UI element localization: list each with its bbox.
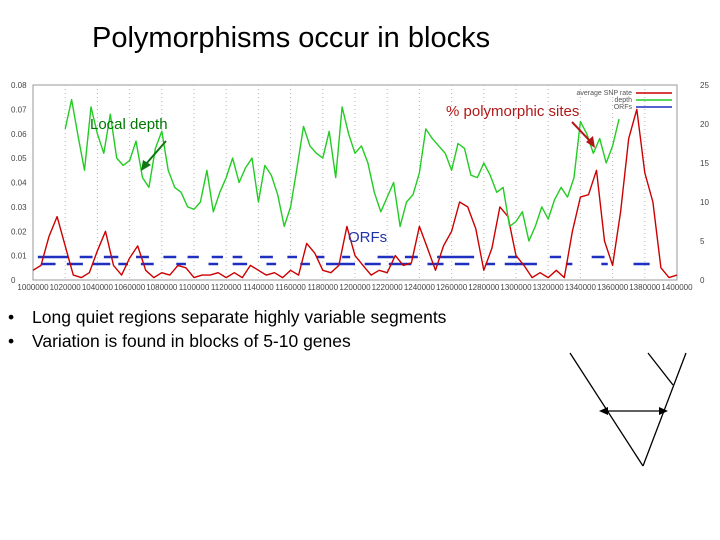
y2-tick-label: 10 [700, 198, 709, 207]
slide-title: Polymorphisms occur in blocks [92, 22, 491, 54]
x-tick-label: 1120000 [211, 283, 242, 292]
x-tick-label: 1000000 [17, 283, 49, 292]
y-tick-label: 0.05 [11, 154, 27, 163]
series-line [64, 98, 620, 242]
bullet-list: • Long quiet regions separate highly vari… [8, 306, 478, 354]
orf-blocks [37, 255, 650, 266]
x-tick-label: 1320000 [533, 283, 565, 292]
bullet-item: • Variation is found in blocks of 5-10 ge… [8, 331, 351, 351]
bullet-glyph: • [8, 331, 15, 351]
y-tick-label: 0.04 [11, 179, 27, 188]
orfs-label: ORFs [348, 229, 387, 246]
legend-label: depth [614, 97, 632, 104]
vertical-grid [64, 85, 646, 280]
y2-tick-label: 5 [700, 237, 705, 246]
x-tick-label: 1060000 [114, 283, 146, 292]
bullet-item: • Long quiet regions separate highly vari… [8, 307, 447, 327]
tree-arrowhead-left [599, 407, 608, 415]
y-tick-label: 0.06 [11, 130, 27, 139]
tree-branch-inner [647, 352, 674, 386]
x-tick-label: 1300000 [500, 283, 532, 292]
legend-label: average SNP rate [576, 90, 632, 97]
y-tick-label: 0.07 [11, 105, 27, 114]
x-tick-label: 1240000 [404, 283, 436, 292]
x-axis-ticks: 1000000 1020000 1040000 1060000 1080000 11000… [17, 283, 693, 292]
depth-series [64, 98, 620, 242]
y-tick-label: 0.02 [11, 227, 27, 236]
y-tick-label: 0.03 [11, 203, 27, 212]
polymorphic-sites-arrowhead [586, 136, 595, 148]
y2-tick-label: 20 [700, 120, 709, 129]
y2-axis-ticks: 0 5 10 15 20 25 [700, 81, 709, 285]
phylogeny-tree-diagram [569, 352, 687, 467]
x-tick-label: 1020000 [50, 283, 82, 292]
x-tick-label: 1360000 [597, 283, 629, 292]
series-line [32, 108, 678, 279]
y-axis-ticks: 0 0.01 0.02 0.03 0.04 0.05 0.06 0.07 0.08 [11, 81, 27, 285]
x-tick-label: 1180000 [308, 283, 339, 292]
plot-frame [32, 84, 678, 281]
y2-tick-label: 25 [700, 81, 709, 90]
x-tick-label: 1220000 [372, 283, 404, 292]
x-tick-label: 1040000 [82, 283, 114, 292]
polymorphic-sites-arrow [571, 121, 591, 142]
x-tick-label: 1280000 [468, 283, 500, 292]
local-depth-label: Local depth [90, 116, 168, 133]
local-depth-arrow [145, 140, 167, 165]
x-tick-label: 1160000 [275, 283, 306, 292]
polymorphic-sites-label: % polymorphic sites [446, 103, 579, 120]
polymorphism-chart: 0 0.01 0.02 0.03 0.04 0.05 0.06 0.07 0.08 0 5 10 15… [11, 81, 709, 292]
x-tick-label: 1080000 [146, 283, 178, 292]
x-tick-label: 1380000 [629, 283, 661, 292]
bullet-glyph: • [8, 307, 15, 327]
tree-arrowhead-right [659, 407, 668, 415]
x-tick-label: 1100000 [179, 283, 210, 292]
y-tick-label: 0 [11, 276, 16, 285]
local-depth-arrowhead [141, 160, 151, 171]
y2-tick-label: 15 [700, 159, 709, 168]
x-tick-label: 1400000 [661, 283, 693, 292]
legend-label: ORFs [614, 104, 633, 111]
y-tick-label: 0.08 [11, 81, 27, 90]
x-tick-label: 1340000 [565, 283, 597, 292]
x-tick-label: 1200000 [339, 283, 371, 292]
x-tick-label: 1140000 [243, 283, 274, 292]
y-tick-label: 0.01 [11, 252, 27, 261]
snp-rate-series [32, 108, 678, 279]
y2-tick-label: 0 [700, 276, 705, 285]
x-tick-label: 1260000 [436, 283, 468, 292]
